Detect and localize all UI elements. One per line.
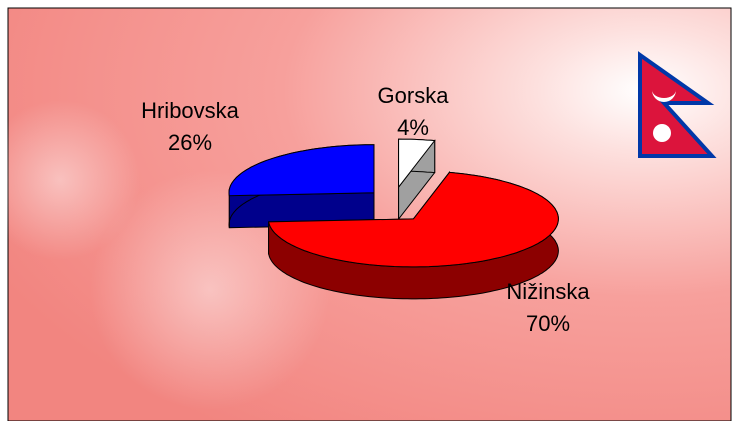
slice-label: Hribovska <box>141 98 240 123</box>
slide: Gorska 4% Nižinska 70% Hribovska 26% <box>0 0 739 421</box>
slice-label: Gorska <box>378 83 450 108</box>
slice-value-label: 26% <box>168 130 212 155</box>
slice-value-label: 4% <box>397 115 429 140</box>
page: {"chart_data": {"type": "pie3d", "catego… <box>0 0 739 421</box>
slice-value-label: 70% <box>526 311 570 336</box>
slice-label: Nižinska <box>506 279 590 304</box>
